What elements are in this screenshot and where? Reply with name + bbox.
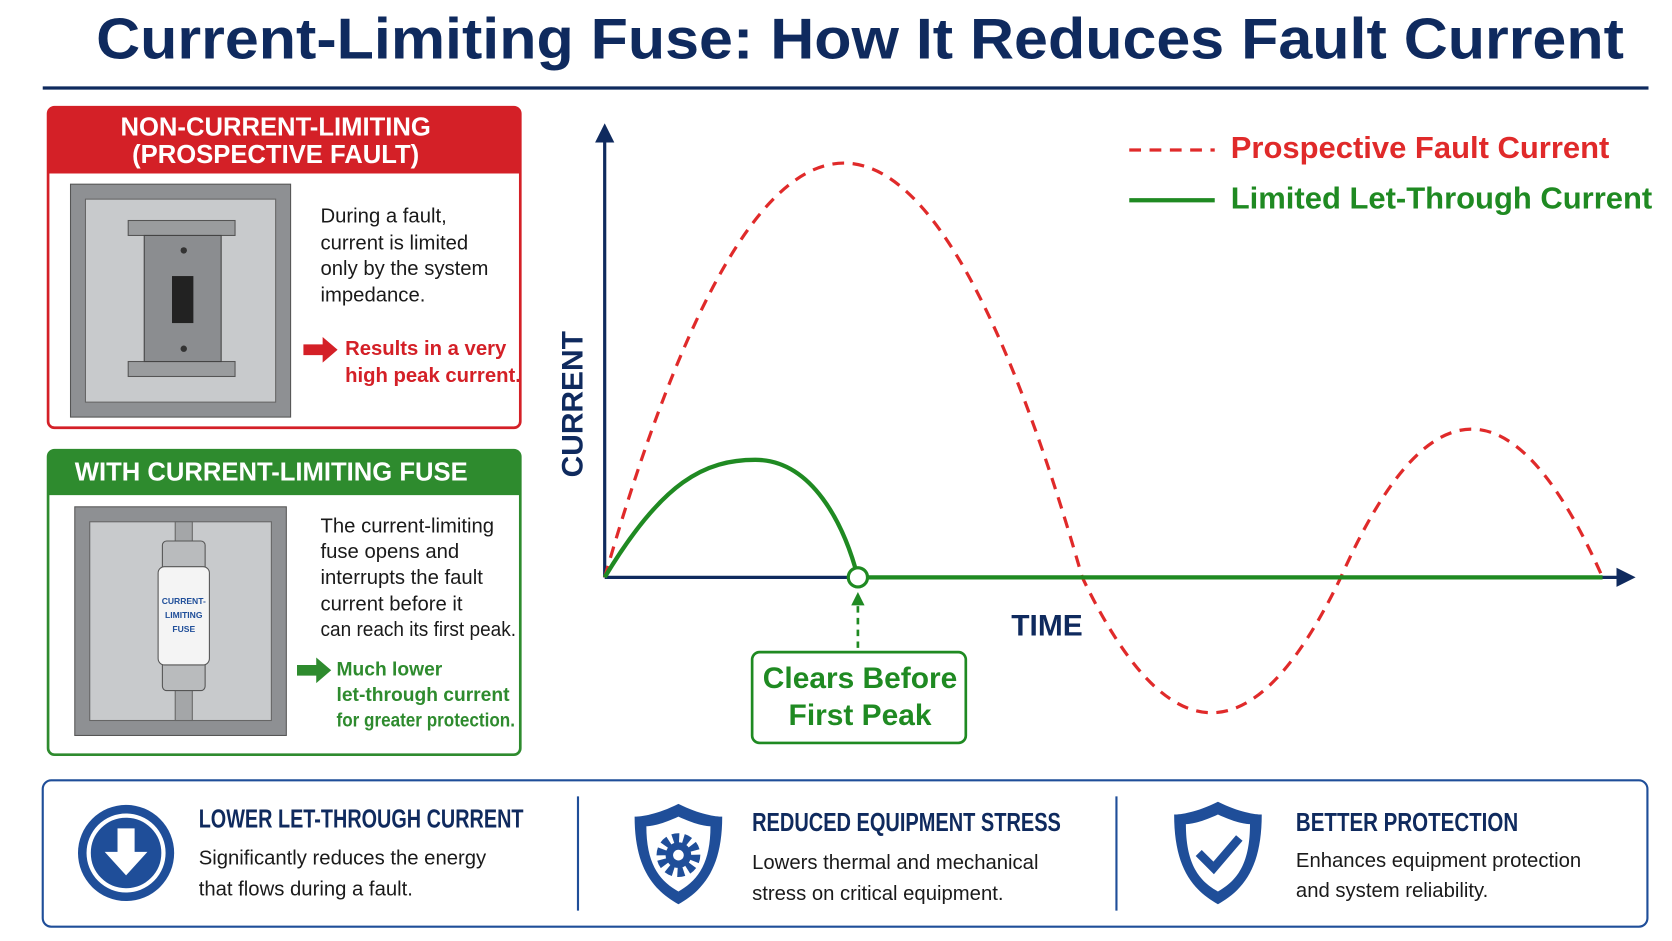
- description: only by the system: [321, 258, 489, 280]
- benefit-description: Significantly reduces the energy: [199, 848, 487, 870]
- screw: [180, 345, 187, 352]
- result-arrow: [297, 657, 332, 684]
- result: Much lower: [337, 659, 443, 680]
- benefit-description: stress on critical equipment.: [752, 883, 1003, 905]
- icon-ring: [86, 813, 166, 893]
- benefit-description: Enhances equipment protection: [1296, 850, 1581, 872]
- result: for greater protection.: [337, 711, 515, 732]
- description: impedance.: [321, 285, 426, 307]
- callout-box: [750, 650, 968, 745]
- title: Current-Limiting Fuse: How It Reduces Fa…: [96, 7, 1624, 71]
- screw: [180, 247, 187, 254]
- icon-arrow: [104, 828, 148, 876]
- gear-teeth: [656, 833, 701, 878]
- benefit-title: REDUCED EQUIPMENT STRESS: [752, 809, 1061, 837]
- description: current before it: [321, 593, 463, 615]
- benefit-description: Lowers thermal and mechanical: [752, 852, 1038, 874]
- terminal-bar: [127, 360, 236, 378]
- gear-shield-icon: [634, 803, 723, 905]
- benefit-description: and system reliability.: [1296, 880, 1488, 902]
- panel-heading: WITH CURRENT-LIMITING FUSE: [75, 458, 468, 486]
- check-shield-icon: [1174, 801, 1262, 905]
- result-arrow: [303, 336, 338, 363]
- x-axis-label: TIME: [1011, 609, 1082, 642]
- gear-hub: [673, 849, 684, 861]
- description: fuse opens and: [321, 541, 460, 563]
- panel-limiting: WITH CURRENT-LIMITING FUSE CURRENT- LIMI…: [46, 448, 522, 757]
- benefit-title: LOWER LET-THROUGH CURRENT: [199, 806, 524, 834]
- shield-inner: [1185, 814, 1250, 892]
- terminal-bar: [127, 219, 236, 236]
- benefit-title: BETTER PROTECTION: [1296, 809, 1518, 837]
- benefits: LOWER LET-THROUGH CURRENT Significantly …: [41, 779, 1649, 928]
- breaker-image: [69, 183, 292, 418]
- panel-header: [48, 450, 521, 496]
- callout: Clears Before: [763, 662, 957, 695]
- fuse-body: [157, 566, 210, 666]
- y-axis-label: CURRENT: [557, 331, 590, 477]
- panel-heading: (PROSPECTIVE FAULT): [132, 141, 419, 169]
- fuse-image: CURRENT- LIMITING FUSE: [74, 506, 287, 736]
- description: The current-limiting: [321, 515, 495, 537]
- let-through-curve: [602, 457, 1603, 580]
- description: During a fault,: [321, 206, 447, 228]
- legend-entry: Limited Let-Through Current: [1231, 180, 1652, 215]
- fuse-label: CURRENT-: [162, 596, 206, 606]
- benefit-description: that flows during a fault.: [199, 879, 413, 901]
- description: can reach its first peak.: [321, 619, 517, 641]
- description: interrupts the fault: [321, 567, 484, 589]
- legend-entry: Prospective Fault Current: [1231, 130, 1610, 165]
- graph: CURRENT TIME Clears Before First Peak Pr…: [557, 123, 1652, 745]
- breaker-handle: [172, 276, 194, 324]
- prospective-curve: [603, 161, 1605, 715]
- panel-non-limiting: NON-CURRENT-LIMITING (PROSPECTIVE FAULT)…: [46, 105, 522, 430]
- down-arrow-icon: [77, 804, 175, 902]
- panel-heading: NON-CURRENT-LIMITING: [120, 113, 430, 141]
- fuse-label: FUSE: [172, 624, 195, 634]
- checkmark: [1195, 835, 1243, 875]
- result: high peak current.: [345, 365, 521, 387]
- fuse-label: LIMITING: [165, 610, 203, 620]
- clearing-point: [846, 566, 870, 589]
- description: current is limited: [321, 232, 469, 254]
- result: let-through current: [337, 685, 511, 706]
- panel-header: [48, 107, 521, 174]
- result: Results in a very: [345, 338, 507, 360]
- callout: First Peak: [789, 699, 932, 732]
